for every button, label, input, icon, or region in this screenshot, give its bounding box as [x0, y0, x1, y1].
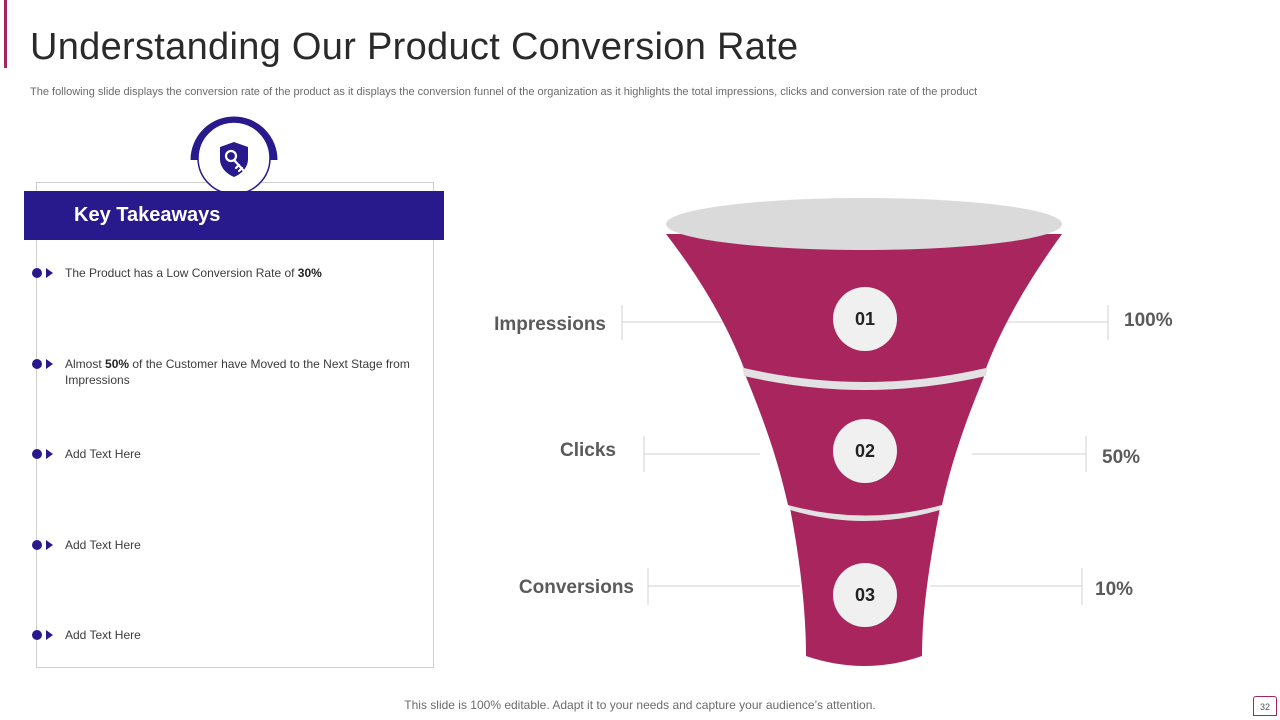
stage-value-conversions: 10% — [1095, 579, 1134, 600]
accent-bar — [4, 0, 7, 68]
takeaway-text: Add Text Here — [65, 538, 141, 552]
slide-footer: This slide is 100% editable. Adapt it to… — [404, 698, 876, 712]
bullet-arrow-icon — [30, 448, 58, 460]
stage-number: 03 — [855, 585, 875, 605]
stage-label-impressions: Impressions — [494, 314, 606, 335]
takeaways-header: Key Takeaways — [24, 191, 444, 240]
stage-number-circle — [833, 563, 897, 627]
takeaway-text: Add Text Here — [65, 628, 141, 642]
page-number: 32 — [1253, 696, 1277, 716]
takeaways-panel — [36, 182, 434, 668]
takeaway-text: The Product has a Low Conversion Rate of… — [65, 266, 322, 280]
stage-number: 01 — [855, 309, 875, 329]
stage-number-circle — [833, 287, 897, 351]
takeaway-text: Add Text Here — [65, 447, 141, 461]
bullet-arrow-icon — [30, 539, 58, 551]
stage-label-conversions: Conversions — [518, 577, 634, 598]
slide-title: Understanding Our Product Conversion Rat… — [30, 26, 799, 68]
shield-key-icon — [190, 116, 278, 195]
takeaway-text: Almost 50% of the Customer have Moved to… — [65, 357, 410, 387]
stage-value-clicks: 50% — [1102, 447, 1141, 468]
bullet-arrow-icon — [30, 267, 58, 279]
stage-value-impressions: 100% — [1124, 310, 1173, 331]
stage-number: 02 — [855, 441, 875, 461]
bullet-arrow-icon — [30, 358, 58, 370]
bullet-arrow-icon — [30, 629, 58, 641]
slide-subtitle: The following slide displays the convers… — [30, 86, 978, 98]
stage-number-circle — [833, 419, 897, 483]
funnel-rim — [666, 198, 1062, 250]
stage-label-clicks: Clicks — [560, 440, 616, 461]
